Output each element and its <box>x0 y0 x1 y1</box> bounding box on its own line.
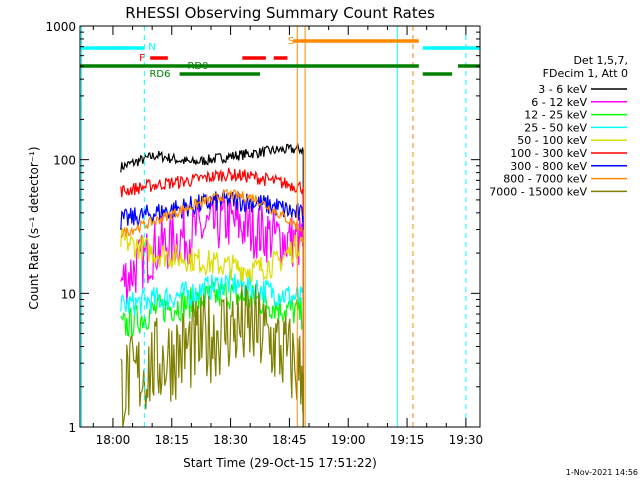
x-tick-label: 18:45 <box>272 433 307 447</box>
y-tick-label: 10 <box>61 287 76 301</box>
series-line <box>120 226 304 283</box>
legend-entry-label: 800 - 7000 keV <box>503 173 587 186</box>
y-axis-label: Count Rate (s⁻¹ detector⁻¹) <box>27 146 41 309</box>
plot-frame <box>79 25 481 428</box>
series-line <box>120 268 304 317</box>
footer-timestamp: 1-Nov-2021 14:56 <box>566 468 638 477</box>
flag-label-rd6: RD6 <box>149 69 170 80</box>
y-tick-label: 1000 <box>45 20 76 34</box>
legend-header: Det 1,5,7, <box>573 54 628 67</box>
series-line <box>120 142 304 173</box>
x-tick-label: 18:15 <box>154 433 189 447</box>
x-tick-label: 19:30 <box>449 433 484 447</box>
legend-entry-label: 6 - 12 keV <box>531 96 587 109</box>
legend-entry-label: 7000 - 15000 keV <box>489 185 587 198</box>
x-axis-label: Start Time (29-Oct-15 17:51:22) <box>183 456 377 470</box>
y-tick-label: 100 <box>53 154 76 168</box>
series-line <box>120 188 303 239</box>
flag-label-rd0: RD0 <box>187 61 208 72</box>
legend-entry-label: 300 - 800 keV <box>510 160 587 173</box>
legend-entry-label: 12 - 25 keV <box>524 109 587 122</box>
x-tick-label: 18:00 <box>96 433 131 447</box>
legend-entry-label: 50 - 100 keV <box>517 134 587 147</box>
x-tick-label: 19:00 <box>331 433 366 447</box>
legend-header: FDecim 1, Att 0 <box>543 67 628 80</box>
legend-entry-label: 100 - 300 keV <box>510 147 587 160</box>
legend-entry-label: 3 - 6 keV <box>538 83 587 96</box>
x-tick-label: 18:30 <box>213 433 248 447</box>
x-tick-label: 19:15 <box>390 433 425 447</box>
series-line <box>120 194 304 305</box>
flag-label-n: N <box>148 42 155 53</box>
flag-label-f: F <box>139 53 145 64</box>
series-line <box>120 167 304 198</box>
y-tick-label: 1 <box>68 421 76 435</box>
series-line <box>120 284 304 428</box>
chart-title: RHESSI Observing Summary Count Rates <box>125 4 435 22</box>
flag-label-s: S <box>288 36 294 47</box>
legend-entry-label: 25 - 50 keV <box>524 121 587 134</box>
